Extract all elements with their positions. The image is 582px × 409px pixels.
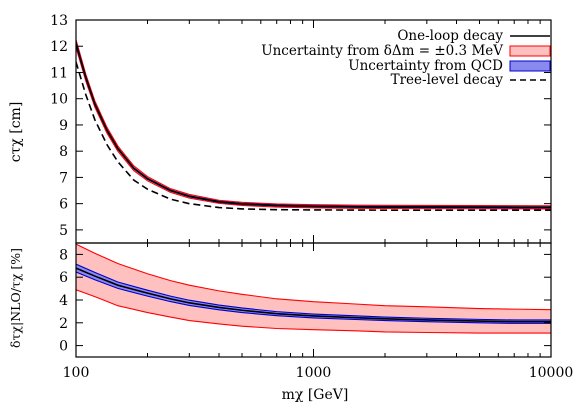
top-y-axis-label: cτχ [cm]	[8, 102, 24, 163]
legend-label-mass-band: Uncertainty from δΔm = ±0.3 MeV	[261, 43, 503, 59]
bottom-y-tick-label: 2	[59, 316, 68, 332]
legend-swatch-mass-band	[509, 45, 551, 57]
bottom-y-tick-label: 6	[59, 270, 68, 286]
x-tick-label: 100	[63, 365, 90, 381]
bottom-uncertainty-from-m-0-3-mev-band-upper-edge	[76, 243, 551, 311]
top-tree-level-decay-line	[76, 61, 551, 212]
bottom-uncertainty-from-qcd-band-lower-edge	[76, 271, 551, 324]
bottom-uncertainty-from-qcd-band-upper-edge	[76, 263, 551, 321]
bottom-y-axis-label: δτχ|NLO/τχ [%]	[8, 248, 23, 348]
bottom-y-tick-label: 4	[59, 293, 68, 309]
bottom-series-layer	[76, 243, 551, 334]
top-ticks-layer: 5 6 7 8 9 10 11 12 13	[50, 13, 552, 243]
legend-label-qcd-band: Uncertainty from QCD	[348, 58, 503, 74]
top-y-tick-label: 12	[50, 39, 68, 55]
bottom-ticks-layer: 0 2 4 6 8 100 1000 10000	[59, 243, 573, 381]
top-y-tick-label: 9	[59, 118, 68, 134]
legend-swatch-qcd-band	[509, 60, 551, 72]
bottom-clip-group	[76, 243, 551, 334]
bottom-y-tick-label: 0	[59, 339, 68, 355]
top-y-tick-label: 7	[59, 170, 68, 186]
top-y-tick-label: 13	[50, 13, 68, 29]
bottom-uncertainty-from-m-0-3-mev-band-fill	[76, 244, 551, 334]
top-clip-group	[76, 39, 551, 212]
bottom-panel: 0 2 4 6 8 100 1000 10000 δτχ|NLO/τχ [%] mχ [GeV…	[8, 242, 573, 403]
legend-label-one-loop: One-loop decay	[397, 28, 503, 44]
x-tick-label: 10000	[529, 365, 574, 381]
x-tick-label: 1000	[296, 365, 332, 381]
top-uncertainty-from-m-0-3-mev-band-upper-edge	[76, 39, 551, 207]
top-y-tick-label: 8	[59, 144, 68, 160]
top-panel: 5 6 7 8 9 10 11 12 13 cτχ [cm]	[8, 13, 552, 244]
top-series-layer	[76, 39, 551, 212]
top-one-loop-decay-line	[76, 43, 551, 209]
top-y-tick-label: 6	[59, 197, 68, 213]
bottom-uncertainty-from-m-0-3-mev-band-lower-edge	[76, 289, 551, 334]
top-uncertainty-from-m-0-3-mev-band-lower-edge	[76, 47, 551, 210]
x-axis-label: mχ [GeV]	[282, 387, 349, 403]
bottom-one-loop-decay-line	[76, 267, 551, 323]
top-y-tick-label: 10	[50, 92, 68, 108]
legend-label-tree-level: Tree-level decay	[391, 72, 504, 88]
legend: One-loop decay Uncertainty from δΔm = ±0…	[261, 28, 551, 88]
bottom-y-tick-label: 8	[59, 247, 68, 263]
bottom-plot-frame	[75, 242, 552, 358]
top-y-tick-label: 5	[59, 223, 68, 239]
top-y-tick-label: 11	[50, 65, 68, 81]
